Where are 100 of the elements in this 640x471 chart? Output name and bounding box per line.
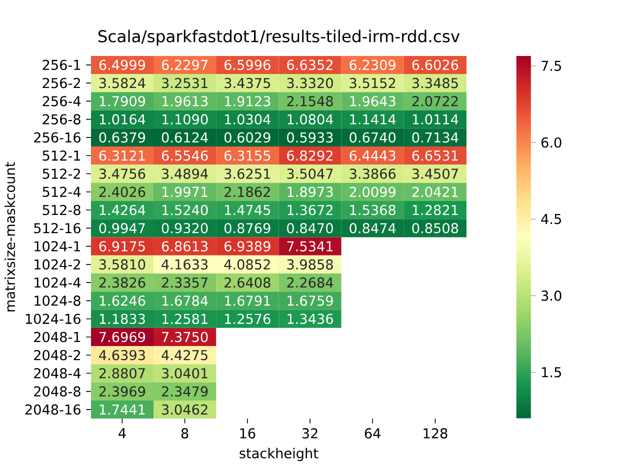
data-label: 3.3485 xyxy=(412,78,458,88)
y-tick-label: 2048-2 xyxy=(34,350,80,360)
y-tick-label: 2048-16 xyxy=(25,404,80,415)
data-label: 1.6791 xyxy=(225,296,270,306)
color-bar-label: 1.5 xyxy=(542,367,561,378)
data-label: 2.1862 xyxy=(224,186,270,198)
y-tick-label: 2048-8 xyxy=(34,386,80,397)
data-label: 1.9643 xyxy=(350,96,396,107)
data-label: 1.6246 xyxy=(100,296,146,306)
data-label: 6.8292 xyxy=(287,150,332,161)
x-tick-label: 16 xyxy=(240,428,256,439)
data-label: 2.0099 xyxy=(350,186,396,198)
data-label: 0.8470 xyxy=(287,223,333,234)
data-label: 3.6251 xyxy=(224,168,270,180)
data-label: 6.3121 xyxy=(99,150,145,161)
y-tick-label: 256-4 xyxy=(42,96,81,107)
data-label: 4.4275 xyxy=(162,350,208,360)
data-label: 1.5368 xyxy=(350,205,396,216)
data-label: 1.0804 xyxy=(288,114,334,125)
x-tick-label: 32 xyxy=(302,428,318,439)
color-bar-label: 7.5 xyxy=(542,60,561,72)
data-label: 2.4026 xyxy=(99,186,146,198)
data-label: 1.7909 xyxy=(100,96,146,107)
y-tick-label: 256-8 xyxy=(42,114,80,125)
data-label: 1.1833 xyxy=(100,314,145,324)
data-label: 1.7441 xyxy=(100,404,145,415)
x-tick-label: 64 xyxy=(364,428,380,439)
data-label: 6.9389 xyxy=(224,241,270,252)
data-label: 1.1090 xyxy=(162,114,208,125)
data-label: 0.5933 xyxy=(287,132,333,143)
data-label: 6.9175 xyxy=(99,241,145,252)
data-label: 0.8508 xyxy=(412,223,458,234)
y-tick-label: 2048-4 xyxy=(34,368,81,379)
y-tick-label: 512-16 xyxy=(34,223,80,234)
color-bar-label: 4.5 xyxy=(541,214,561,224)
data-label: 6.6531 xyxy=(412,150,458,161)
data-label: 3.5047 xyxy=(287,168,333,180)
y-tick-label: 2048-1 xyxy=(34,332,80,342)
y-tick-label: 1024-16 xyxy=(26,314,80,324)
data-label: 1.2576 xyxy=(225,314,270,324)
y-tick-label: 512-4 xyxy=(42,186,81,198)
data-label: 6.4999 xyxy=(99,60,146,70)
x-axis-title: stackheight xyxy=(240,448,318,462)
y-tick-label: 512-2 xyxy=(42,168,80,180)
data-label: 3.0401 xyxy=(162,368,208,379)
data-label: 3.4507 xyxy=(412,168,458,180)
data-label: 3.2531 xyxy=(162,78,208,88)
data-label: 1.0114 xyxy=(412,114,458,125)
data-label: 3.3320 xyxy=(287,78,333,88)
data-label: 1.4264 xyxy=(100,205,146,216)
data-label: 1.6784 xyxy=(162,296,208,306)
data-label: 0.6740 xyxy=(350,132,396,143)
y-tick-label: 256-1 xyxy=(42,60,80,70)
data-label: 1.9971 xyxy=(162,186,208,198)
data-label: 1.3672 xyxy=(288,205,332,216)
data-label: 6.3155 xyxy=(224,150,270,161)
data-label: 2.1548 xyxy=(287,96,333,107)
data-label: 2.2684 xyxy=(287,278,334,288)
data-label: 1.8973 xyxy=(288,186,333,198)
data-label: 7.3750 xyxy=(162,332,208,342)
y-tick-label: 1024-8 xyxy=(34,296,80,306)
data-label: 2.6408 xyxy=(224,278,270,288)
data-label: 6.4443 xyxy=(350,150,396,161)
y-tick-label: 1024-4 xyxy=(34,278,81,288)
color-bar-label: 6.0 xyxy=(541,138,562,148)
data-label: 1.0164 xyxy=(100,114,146,125)
y-tick-label: 256-16 xyxy=(34,132,80,143)
data-label: 3.5152 xyxy=(350,78,396,88)
data-label: 1.3436 xyxy=(288,314,333,324)
data-label: 6.5546 xyxy=(162,150,208,161)
data-label: 1.2581 xyxy=(162,314,208,324)
data-label: 2.3826 xyxy=(99,278,146,288)
x-tick-label: 128 xyxy=(424,428,448,439)
data-label: 1.4745 xyxy=(225,205,270,216)
data-label: 1.5240 xyxy=(162,205,208,216)
y-axis-title: matrixsize-maskcount xyxy=(4,162,16,312)
chart-title: Scala/sparkfastdot1/results-tiled-irm-rdd.csv xyxy=(98,30,460,46)
data-label: 6.6026 xyxy=(412,60,458,70)
data-label: 0.8474 xyxy=(350,223,396,234)
data-label: 6.6352 xyxy=(287,60,332,70)
y-tick-label: 1024-1 xyxy=(34,241,80,252)
x-tick-label: 4 xyxy=(118,428,126,438)
data-label: 0.6124 xyxy=(162,132,208,143)
data-label: 1.2821 xyxy=(412,205,458,216)
data-label: 1.0304 xyxy=(225,114,270,125)
data-label: 3.0462 xyxy=(162,404,208,415)
data-label: 0.6029 xyxy=(224,132,270,143)
data-label: 7.5341 xyxy=(287,241,333,252)
data-label: 2.8807 xyxy=(99,368,145,379)
data-label: 4.0852 xyxy=(224,259,270,270)
data-label: 1.9613 xyxy=(162,96,208,107)
data-label: 1.9123 xyxy=(225,96,270,107)
data-label: 6.8613 xyxy=(162,241,208,252)
data-label: 0.7134 xyxy=(412,132,458,143)
data-label: 3.4375 xyxy=(224,78,270,88)
data-label: 0.8769 xyxy=(224,223,270,234)
data-label: 0.9320 xyxy=(162,223,208,234)
data-label: 4.1633 xyxy=(162,259,208,270)
color-bar-label: 3.0 xyxy=(542,290,562,302)
data-label: 2.0421 xyxy=(412,186,458,198)
